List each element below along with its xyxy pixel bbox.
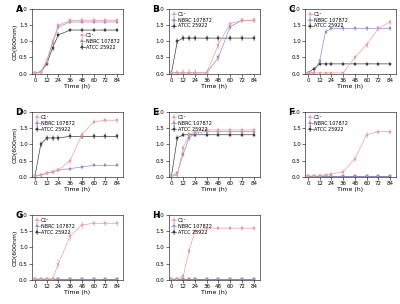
X-axis label: Time (h): Time (h) — [64, 187, 90, 192]
Legend: C1ᵀ, NBRC 107872, ATCC 25922: C1ᵀ, NBRC 107872, ATCC 25922 — [171, 218, 212, 235]
Text: H: H — [152, 211, 160, 220]
Y-axis label: OD(600nm): OD(600nm) — [13, 229, 18, 266]
Y-axis label: OD(600nm): OD(600nm) — [13, 126, 18, 163]
Text: G: G — [16, 211, 23, 220]
Text: A: A — [16, 5, 23, 14]
X-axis label: Time (h): Time (h) — [201, 290, 227, 295]
Text: F: F — [289, 108, 295, 117]
X-axis label: Time (h): Time (h) — [64, 84, 90, 89]
Text: C: C — [289, 5, 295, 14]
Text: D: D — [16, 108, 23, 117]
X-axis label: Time (h): Time (h) — [338, 187, 364, 192]
Legend: C1ᵀ, NBRC 107872, ATCC 25922: C1ᵀ, NBRC 107872, ATCC 25922 — [308, 12, 348, 29]
X-axis label: Time (h): Time (h) — [338, 84, 364, 89]
Legend: C1ᵀ, NBRC 107872, ATCC 25922: C1ᵀ, NBRC 107872, ATCC 25922 — [34, 115, 76, 132]
Legend: C1ᵀ, NBRC 107872, ATCC 25922: C1ᵀ, NBRC 107872, ATCC 25922 — [171, 12, 212, 29]
Legend: C1ᵀ, NBRC 107872, ATCC 25922: C1ᵀ, NBRC 107872, ATCC 25922 — [308, 115, 348, 132]
X-axis label: Time (h): Time (h) — [201, 84, 227, 89]
Y-axis label: OD(600nm): OD(600nm) — [13, 23, 18, 60]
Legend: C1ᵀ, NBRC 107872, ATCC 25922: C1ᵀ, NBRC 107872, ATCC 25922 — [34, 218, 76, 235]
Legend: C1ᵀ, NBRC 107872, ATCC 25922: C1ᵀ, NBRC 107872, ATCC 25922 — [171, 115, 212, 132]
Text: E: E — [152, 108, 158, 117]
Legend: C1ᵀ, NBRC 107872, ATCC 25922: C1ᵀ, NBRC 107872, ATCC 25922 — [80, 33, 120, 50]
Text: B: B — [152, 5, 159, 14]
X-axis label: Time (h): Time (h) — [201, 187, 227, 192]
X-axis label: Time (h): Time (h) — [64, 290, 90, 295]
